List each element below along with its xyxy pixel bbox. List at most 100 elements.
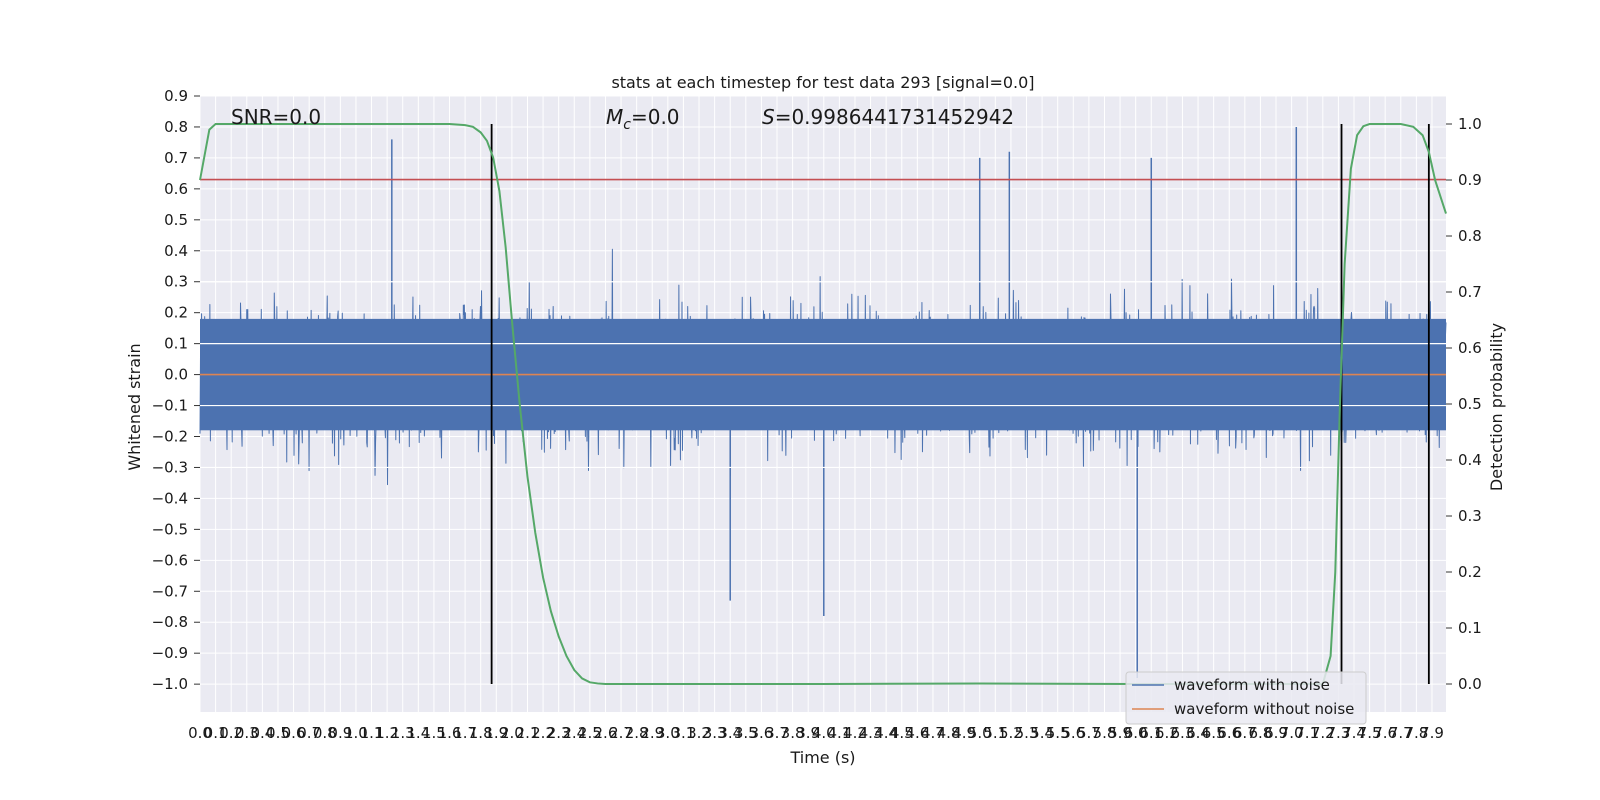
statistic-annotation: S=0.9986441731452942 [762,105,1014,129]
y-tick-label: 0.0 [164,366,188,384]
y-tick-label: −0.5 [152,520,188,538]
y-tick-label: −0.3 [152,458,188,476]
x-tick-label: 6.2 [1155,724,1179,742]
x-tick-label: 6.5 [1202,724,1226,742]
x-tick-label: 1.9 [484,724,508,742]
x-tick-label: 4.4 [874,724,898,742]
y-axis-label: Whitened strain [125,343,144,470]
x-tick-label: 4.0 [812,724,836,742]
legend-label-noise: waveform with noise [1174,676,1330,694]
x-tick-label: 6.4 [1186,724,1210,742]
x-tick-label: 5.0 [968,724,992,742]
x-tick-label: 2.4 [562,724,586,742]
y2-tick-label: 0.2 [1458,563,1482,581]
x-tick-label: 7.8 [1404,724,1428,742]
y-tick-label: −0.6 [152,551,188,569]
x-tick-label: 7.4 [1342,724,1366,742]
x-tick-label: 0.1 [204,724,228,742]
y-tick-label: −1.0 [152,675,188,693]
x-tick-label: 1.5 [422,724,446,742]
y2-tick-label: 0.3 [1458,507,1482,525]
y-tick-label: 0.4 [164,242,188,260]
series-lines [199,123,1447,685]
y-tick-label: 0.3 [164,273,188,291]
x-tick-label: 0.9 [328,724,352,742]
x-tick-label: 0.4 [250,724,274,742]
y2-axis-label: Detection probability [1487,323,1506,491]
x-tick-label: 7.7 [1389,724,1413,742]
x-tick-label: 2.6 [594,724,618,742]
y-tick-label: 0.5 [164,211,188,229]
x-tick-label: 5.8 [1093,724,1117,742]
x-tick-label: 0.0 [188,724,212,742]
x-tick-label: 0.8 [313,724,337,742]
x-tick-label: 3.0 [656,724,680,742]
x-tick-label: 4.3 [859,724,883,742]
y2-tick-label: 0.5 [1458,395,1482,413]
y-tick-label: 0.7 [164,149,188,167]
x-tick-label: 6.7 [1233,724,1257,742]
x-tick-label: 1.8 [469,724,493,742]
x-tick-label: 5.3 [1015,724,1039,742]
x-tick-label: 3.8 [781,724,805,742]
x-tick-label: 7.3 [1326,724,1350,742]
x-tick-label: 4.5 [890,724,914,742]
x-tick-label: 5.5 [1046,724,1070,742]
x-tick-label: 2.9 [640,724,664,742]
x-tick-label: 1.4 [406,724,430,742]
x-tick-label: 1.1 [360,724,384,742]
x-tick-label: 6.9 [1264,724,1288,742]
y-tick-label: −0.1 [152,397,188,415]
y-tick-label: −0.4 [152,489,188,507]
x-tick-label: 3.9 [796,724,820,742]
detection-probability-line [199,123,1447,685]
x-tick-label: 6.3 [1171,724,1195,742]
x-tick-label: 1.6 [438,724,462,742]
x-tick-label: 1.2 [375,724,399,742]
x-tick-label: 0.5 [266,724,290,742]
legend-label-clean: waveform without noise [1174,700,1354,718]
x-tick-label: 2.2 [531,724,555,742]
x-tick-label: 6.1 [1139,724,1163,742]
x-tick-label: 6.0 [1124,724,1148,742]
x-tick-label: 3.1 [671,724,695,742]
chirp-mass-symbol: M [606,105,623,129]
axes: 0.00.10.20.30.40.50.60.70.80.91.01.11.21… [152,87,1482,742]
y2-tick-label: 0.8 [1458,227,1482,245]
y-tick-label: −0.8 [152,613,188,631]
x-tick-label: 5.4 [1030,724,1054,742]
x-tick-label: 3.3 [703,724,727,742]
y2-tick-label: 0.6 [1458,339,1482,357]
x-tick-label: 6.6 [1217,724,1241,742]
y-tick-label: −0.2 [152,428,188,446]
x-tick-label: 2.3 [547,724,571,742]
chirp-mass-annotation: Mc=0.0 [606,105,680,133]
x-tick-label: 7.5 [1358,724,1382,742]
y-tick-label: 0.9 [164,87,188,105]
y2-tick-label: 0.9 [1458,171,1482,189]
x-tick-label: 1.3 [391,724,415,742]
y-tick-label: −0.7 [152,582,188,600]
chirp-mass-subscript: c [623,117,631,133]
x-tick-label: 7.9 [1420,724,1444,742]
x-tick-label: 4.8 [937,724,961,742]
y-tick-label: −0.9 [152,644,188,662]
x-tick-label: 1.7 [453,724,477,742]
x-tick-label: 2.7 [609,724,633,742]
y-tick-label: 0.6 [164,180,188,198]
legend: waveform with noise waveform without noi… [1125,671,1367,725]
x-tick-label: 3.5 [734,724,758,742]
y-tick-label: 0.8 [164,118,188,136]
legend-box [1125,671,1367,725]
snr-annotation: SNR=0.0 [231,105,321,129]
x-tick-label: 1.0 [344,724,368,742]
x-tick-label: 5.9 [1108,724,1132,742]
chart-title: stats at each timestep for test data 293… [611,73,1034,92]
x-tick-label: 5.2 [999,724,1023,742]
x-tick-label: 4.9 [952,724,976,742]
y2-tick-label: 0.0 [1458,675,1482,693]
y-tick-label: 0.1 [164,335,188,353]
x-tick-label: 4.1 [827,724,851,742]
